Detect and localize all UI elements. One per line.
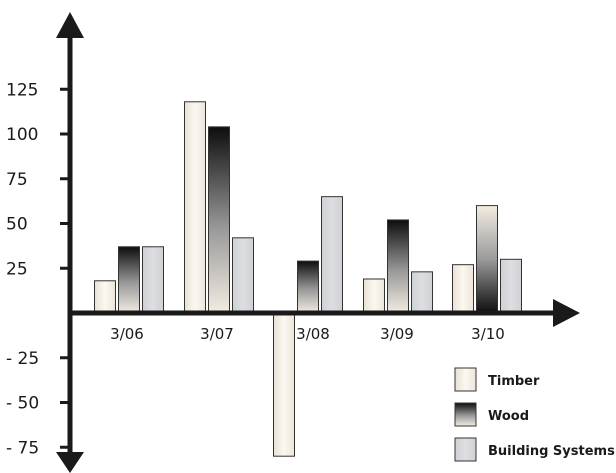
bar-wood-3-10 — [476, 205, 498, 314]
x-axis-arrow — [553, 299, 580, 327]
x-category-label: 3/10 — [471, 325, 505, 343]
x-category-label: 3/07 — [200, 325, 234, 343]
bar-building-systems-3-08 — [321, 196, 343, 314]
bar-wood-3-07 — [208, 126, 230, 314]
legend-swatch — [454, 402, 477, 427]
bar-timber-3-10 — [452, 264, 474, 314]
bar-timber-3-07 — [184, 101, 206, 314]
bar-wood-3-08 — [297, 260, 319, 314]
legend-label: Wood — [488, 409, 529, 424]
y-tick-label: 25 — [6, 259, 28, 279]
bar-building-systems-3-06 — [142, 246, 164, 314]
bar-timber-3-06 — [94, 280, 116, 314]
y-tick-label: - 75 — [6, 438, 39, 458]
bar-building-systems-3-09 — [411, 271, 433, 314]
y-tick-label: 75 — [6, 170, 28, 190]
x-category-label: 3/06 — [110, 325, 144, 343]
legend-swatch — [454, 437, 477, 462]
legend-label: Timber — [488, 374, 540, 389]
bar-wood-3-09 — [387, 219, 409, 314]
legend-swatch — [454, 367, 477, 392]
bar-building-systems-3-10 — [500, 258, 522, 314]
bar-timber-3-09 — [363, 278, 385, 314]
y-tick-label: 125 — [6, 80, 38, 100]
y-tick-label: - 25 — [6, 349, 39, 369]
x-category-label: 3/08 — [296, 325, 330, 343]
y-axis-arrow-down — [56, 452, 84, 473]
y-tick-label: - 50 — [6, 394, 39, 414]
y-tick-label: 50 — [6, 215, 28, 235]
x-category-label: 3/09 — [380, 325, 414, 343]
y-tick-label: 100 — [6, 125, 38, 145]
bar-timber-3-08 — [273, 312, 295, 457]
legend: Timber Wood Building Systems — [454, 367, 615, 462]
bar-building-systems-3-07 — [232, 237, 254, 314]
y-axis-arrow-up — [56, 12, 84, 38]
legend-label: Building Systems — [488, 444, 615, 459]
bar-wood-3-06 — [118, 246, 140, 314]
